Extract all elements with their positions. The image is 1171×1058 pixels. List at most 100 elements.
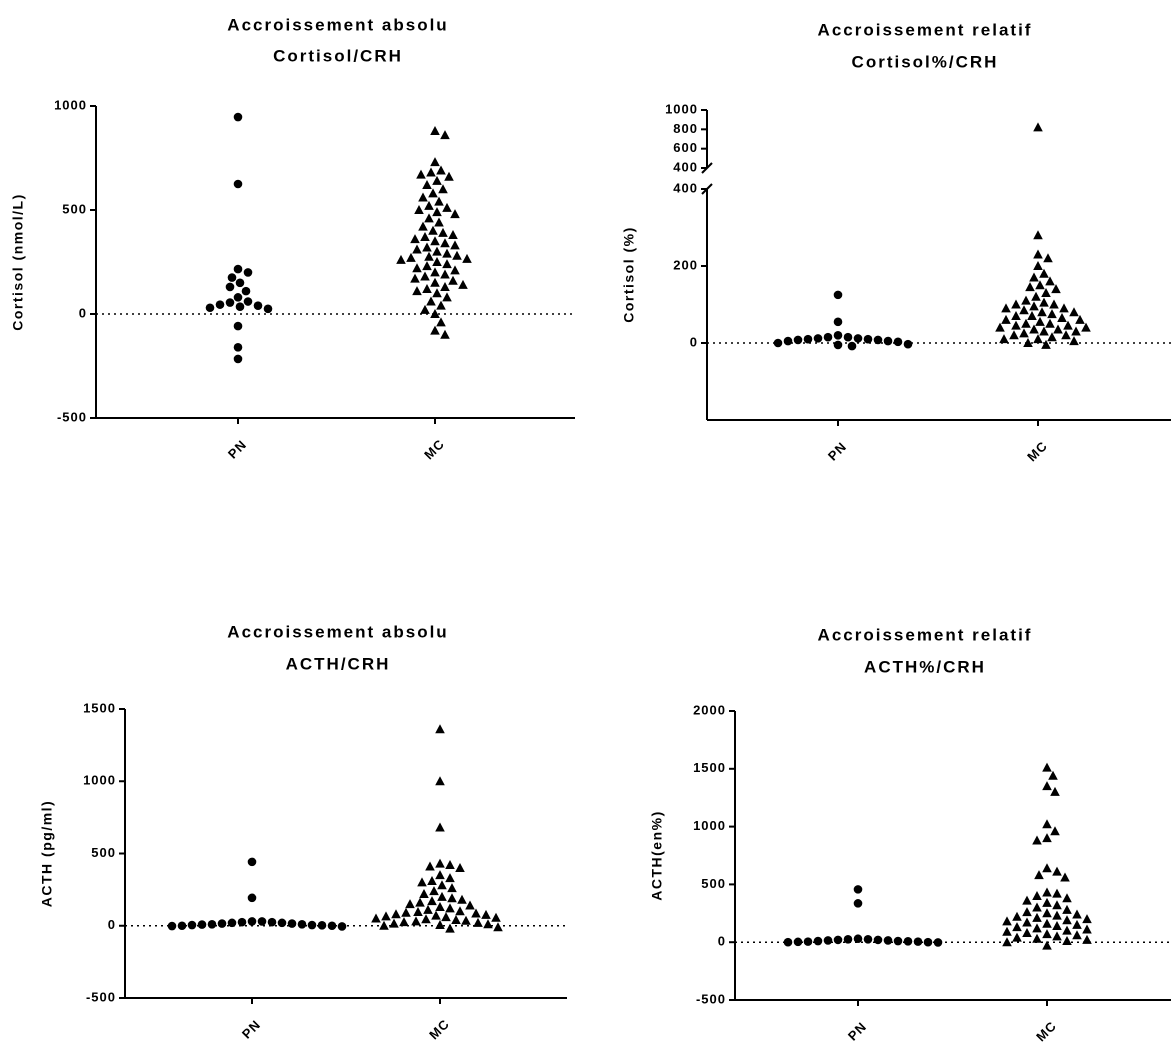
data-point [442, 292, 452, 302]
data-point [177, 921, 187, 931]
data-point [853, 885, 863, 894]
data-point [430, 157, 440, 167]
data-point [426, 296, 436, 306]
data-point [813, 334, 823, 343]
data-point [873, 935, 883, 945]
data-point [793, 937, 803, 947]
data-point [432, 246, 442, 256]
data-point [863, 935, 873, 944]
data-point [1041, 287, 1051, 297]
data-point [833, 935, 843, 945]
data-point [435, 870, 445, 880]
y-tick-label: 600 [673, 140, 698, 155]
chart-title: Accroissement relatif [818, 20, 1033, 39]
data-point [923, 937, 933, 947]
data-point [1042, 940, 1052, 950]
x-tick-label: PN [825, 439, 850, 464]
data-point [396, 254, 406, 264]
data-point [1075, 314, 1085, 324]
data-point [783, 336, 793, 346]
data-point [1032, 890, 1042, 900]
data-point [1039, 297, 1049, 307]
data-point [1063, 320, 1073, 330]
data-point [1019, 305, 1029, 315]
data-point [432, 257, 442, 266]
data-point [205, 303, 215, 313]
data-point [1022, 927, 1032, 937]
data-point [1042, 897, 1052, 907]
data-point [1011, 320, 1021, 330]
data-point [833, 340, 843, 350]
data-point [217, 919, 227, 928]
data-point [440, 329, 450, 339]
data-point [450, 209, 460, 219]
data-point [1034, 870, 1044, 880]
data-point [1029, 324, 1039, 334]
data-point [465, 900, 475, 910]
data-point [422, 242, 432, 252]
data-point [441, 912, 451, 922]
data-point [436, 300, 446, 310]
data-point [1002, 937, 1012, 947]
data-point [1033, 230, 1043, 240]
data-point [1050, 786, 1060, 796]
x-tick-label: PN [239, 1017, 264, 1042]
y-tick-label: 1500 [693, 760, 726, 775]
data-point [414, 205, 424, 214]
data-point [430, 325, 440, 335]
data-point [432, 207, 442, 217]
data-point [389, 918, 399, 928]
data-point [419, 888, 429, 898]
y-tick-label: 1000 [54, 97, 87, 112]
data-point [435, 822, 445, 832]
data-point [903, 936, 913, 946]
data-point [883, 936, 893, 945]
data-point [1029, 301, 1039, 311]
data-point [1002, 926, 1012, 936]
data-point [1039, 268, 1049, 278]
data-point [913, 937, 923, 946]
data-point [406, 252, 416, 262]
y-tick-label: -500 [696, 991, 726, 1006]
data-point [493, 922, 503, 932]
data-point [445, 923, 455, 933]
data-point [435, 901, 445, 911]
data-point [853, 934, 863, 944]
data-point [233, 354, 243, 364]
y-axis-label: ACTH (pg/ml) [39, 800, 55, 907]
data-point [207, 920, 217, 929]
data-point [437, 880, 447, 890]
data-point [1081, 322, 1091, 332]
data-point [440, 130, 450, 140]
data-point [440, 281, 450, 291]
data-point [297, 920, 307, 929]
data-point [1072, 909, 1082, 919]
data-point [1041, 339, 1051, 349]
data-point [1001, 314, 1011, 324]
data-point [428, 225, 438, 235]
data-point [337, 922, 347, 931]
data-point [233, 342, 243, 352]
data-point [1019, 328, 1029, 338]
data-point [853, 334, 863, 343]
y-tick-label: 0 [690, 334, 698, 349]
y-tick-label: 1000 [693, 818, 726, 833]
data-point [430, 309, 440, 318]
data-point [823, 332, 833, 342]
chart-title: Accroissement relatif [818, 625, 1033, 644]
data-point [1052, 866, 1062, 876]
data-point [1059, 303, 1069, 313]
data-point [434, 217, 444, 227]
data-point [418, 192, 428, 202]
data-point [442, 248, 452, 258]
data-point [287, 919, 297, 928]
data-point [1025, 282, 1035, 292]
data-point [491, 912, 501, 922]
data-point [233, 179, 243, 189]
x-tick-label: MC [426, 1016, 452, 1042]
data-point [440, 238, 450, 248]
data-point [823, 936, 833, 945]
data-point [444, 171, 454, 181]
y-tick-label: 1000 [665, 101, 698, 116]
data-point [1072, 930, 1082, 940]
